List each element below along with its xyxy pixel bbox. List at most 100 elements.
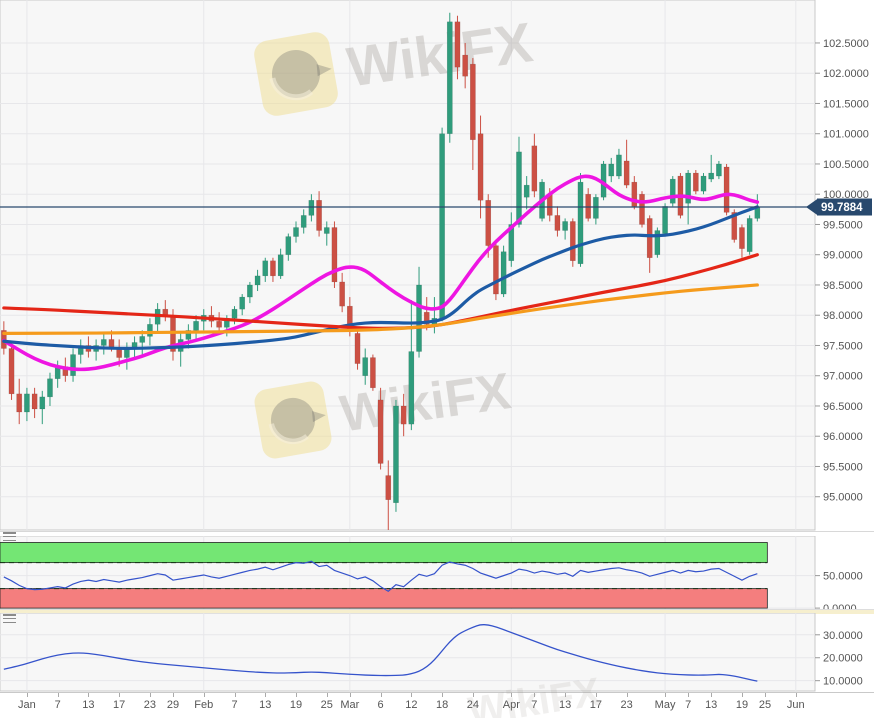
date-tick [172,693,174,697]
candle-body [454,21,461,68]
candle-body [685,172,691,204]
candle-body [631,181,638,207]
date-label: 23 [620,699,633,711]
candle-body [31,393,38,410]
panel-separator[interactable] [0,531,874,537]
date-tick [665,693,667,697]
plot-background [0,0,816,531]
candle-body [446,21,453,134]
candle-body [377,399,384,464]
panel-separator[interactable] [0,609,874,614]
svg-text:99.0000: 99.0000 [823,250,863,262]
candle-body [569,221,576,262]
candle-body [362,357,369,376]
candle-body [723,166,730,213]
candle-body [385,475,392,500]
date-axis[interactable]: Jan 7 13 17 23 29 Feb 7 13 19 25 Mar 6 12 18 24 Apr 7 13 17… [0,692,874,718]
candle-body [270,260,276,277]
value-axis: 50.0000 0.0000 [815,571,863,613]
date-label: 25 [320,699,333,711]
date-tick [472,693,474,697]
date-label: 29 [166,699,180,711]
adx-indicator-panel[interactable]: 30.0000 20.0000 10.0000 [0,613,874,692]
date-tick [88,693,90,697]
svg-text:97.0000: 97.0000 [823,371,863,383]
svg-text:96.0000: 96.0000 [823,431,863,443]
candle-body [8,348,15,395]
eagle-logo-icon [254,32,338,116]
date-tick [203,693,205,697]
candle-body [746,218,753,252]
date-tick [765,693,767,697]
eagle-logo-icon [254,381,332,459]
date-tick [380,693,382,697]
date-label: 18 [435,699,449,711]
candle-body [654,230,661,255]
candle-body [393,405,399,504]
date-tick [534,693,536,697]
candle-body [216,321,222,328]
oversold-band [0,588,768,609]
svg-text:101.5000: 101.5000 [823,98,869,110]
ma-mid-blue [2,205,759,350]
adx-panel-menu-icon[interactable] [3,614,16,623]
candle-body [623,160,630,186]
rsi-line [3,560,758,592]
date-tick [234,693,236,697]
date-tick [565,693,567,697]
date-label: 23 [143,699,157,711]
candle-body [354,333,361,364]
date-label: Feb [194,699,214,711]
date-label: 19 [289,699,303,711]
candle-body [47,378,53,398]
svg-text:0.0000: 0.0000 [823,603,857,613]
svg-text:97.5000: 97.5000 [823,340,863,352]
candle-body [100,339,107,346]
svg-text:100.0000: 100.0000 [823,189,869,201]
svg-text:98.0000: 98.0000 [823,310,863,322]
candle-body [408,351,415,425]
candle-body [616,154,622,177]
date-tick [26,693,28,697]
candle-body [508,224,515,262]
date-label: Jun [786,699,805,711]
candle-body [262,260,269,277]
candle-body [493,245,499,295]
date-label: 13 [705,699,718,711]
svg-text:50.0000: 50.0000 [823,571,863,583]
candle-body [239,296,246,310]
date-label: 7 [54,699,61,711]
svg-text:20.0000: 20.0000 [823,653,863,665]
candle-body [716,163,722,177]
candle-body [739,227,745,249]
svg-text:100.5000: 100.5000 [823,159,869,171]
date-label: 24 [466,699,479,711]
candle-body [731,212,738,240]
date-tick [626,693,628,697]
main-price-chart[interactable]: 102.5000 102.0000 101.5000 101.0000 100.5000… [0,0,874,531]
candle-body [185,330,192,340]
date-tick [411,693,413,697]
candle-body [323,227,330,234]
candle-body [339,281,345,307]
candle-body [331,227,338,283]
date-tick [795,693,797,697]
date-tick [57,693,59,697]
rsi-panel-menu-icon[interactable] [3,532,16,541]
svg-text:95.5000: 95.5000 [823,461,863,473]
candle-body [531,145,538,192]
candle-body [593,196,599,219]
rsi-indicator-panel[interactable]: 50.0000 0.0000 [0,536,874,613]
svg-text:99.7884: 99.7884 [821,202,863,214]
candle-body [231,308,238,319]
candle-body [585,193,592,219]
svg-text:95.0000: 95.0000 [823,492,863,504]
candle-body [470,63,476,141]
date-tick [741,693,743,697]
date-label: 13 [558,699,572,711]
svg-text:10.0000: 10.0000 [823,676,863,688]
svg-text:30.0000: 30.0000 [823,630,863,642]
candle-body [462,54,469,77]
candle-body [370,357,376,389]
plot-background [0,613,816,692]
